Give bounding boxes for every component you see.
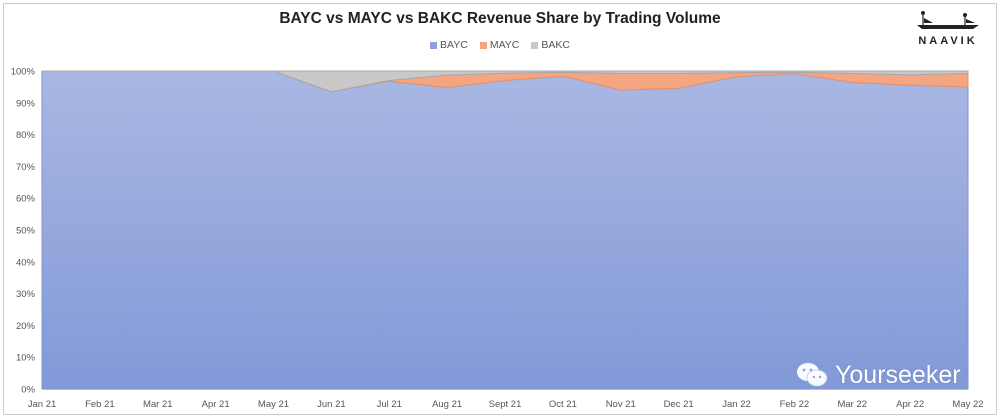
y-tick-label: 0% <box>21 385 35 396</box>
legend-swatch-bakc <box>531 41 539 49</box>
y-tick-label: 30% <box>16 289 36 300</box>
x-tick-label: Aug 21 <box>432 399 462 410</box>
y-tick-label: 20% <box>16 321 36 332</box>
brand-name: NAAVIK <box>918 35 978 47</box>
y-tick-label: 70% <box>16 162 36 173</box>
x-tick-label: Apr 21 <box>202 399 230 410</box>
x-tick-label: Nov 21 <box>606 399 636 410</box>
x-tick-label: Feb 21 <box>85 399 115 410</box>
legend-label-mayc: MAYC <box>489 39 520 51</box>
y-tick-label: 80% <box>16 130 36 141</box>
x-tick-label: May 21 <box>258 399 289 410</box>
x-tick-label: Feb 22 <box>780 399 810 410</box>
y-tick-label: 90% <box>16 98 36 109</box>
y-tick-label: 10% <box>16 353 36 364</box>
x-tick-label: Oct 21 <box>549 399 577 410</box>
brand-logo: NAAVIK <box>900 8 996 47</box>
x-tick-label: Mar 21 <box>143 399 173 410</box>
x-tick-label: Jun 21 <box>317 399 346 410</box>
x-tick-label: Apr 22 <box>896 399 924 410</box>
y-tick-label: 50% <box>16 226 36 237</box>
y-tick-label: 60% <box>16 194 36 205</box>
boat-icon <box>917 11 979 29</box>
area-layers <box>41 70 969 390</box>
legend-entry-bayc: BAYC <box>430 39 468 51</box>
legend: BAYC MAYC BAKC <box>0 39 1000 51</box>
area-series-bayc <box>41 70 969 390</box>
legend-swatch-mayc <box>479 41 487 49</box>
x-tick-label: Jan 21 <box>28 399 57 410</box>
legend-entry-bakc: BAKC <box>531 39 570 51</box>
x-tick-label: Mar 22 <box>837 399 867 410</box>
chart-title: BAYC vs MAYC vs BAKC Revenue Share by Tr… <box>279 10 721 27</box>
legend-label-bayc: BAYC <box>440 39 468 51</box>
y-tick-label: 100% <box>11 67 36 78</box>
x-tick-label: Dec 21 <box>664 399 694 410</box>
y-axis: 0% 10% 20% 30% 40% 50% 60% 70% 80% 90% 100% <box>11 67 36 396</box>
wechat-icon <box>797 363 828 387</box>
area-series-bakc <box>42 70 969 93</box>
legend-swatch-bayc <box>430 41 437 49</box>
watermark-text: Yourseeker <box>835 360 961 389</box>
x-tick-label: Jul 21 <box>377 399 402 410</box>
legend-label-bakc: BAKC <box>541 39 570 51</box>
legend-entry-mayc: MAYC <box>479 39 520 51</box>
y-tick-label: 40% <box>16 257 36 268</box>
x-tick-label: Jan 22 <box>722 399 751 410</box>
x-tick-label: Sept 21 <box>489 399 522 410</box>
x-axis: Jan 21 Feb 21 Mar 21 Apr 21 May 21 Jun 21 Jul … <box>28 389 984 410</box>
x-tick-label: May 22 <box>952 399 983 410</box>
watermark: Yourseeker <box>795 360 961 390</box>
